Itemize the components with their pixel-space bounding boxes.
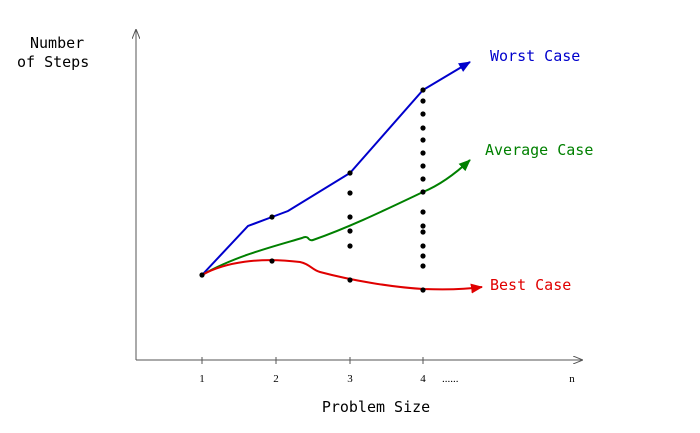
data-point <box>420 229 426 235</box>
x-ellipsis: ...... <box>442 373 459 385</box>
data-point <box>420 111 426 117</box>
data-point <box>420 150 426 156</box>
data-point <box>347 228 353 234</box>
data-point <box>347 243 353 249</box>
data-point <box>420 163 426 169</box>
data-point <box>420 137 426 143</box>
series-line-best-case <box>201 259 483 294</box>
series-label-best-case: Best Case <box>490 276 571 294</box>
x-axis-label: Problem Size <box>322 398 430 416</box>
data-point <box>347 214 353 220</box>
x-tick-label: 3 <box>347 373 353 385</box>
data-point <box>269 258 275 264</box>
data-point <box>420 87 426 93</box>
data-point <box>347 277 353 283</box>
series-label-worst-case: Worst Case <box>490 47 580 65</box>
y-axis-label-line-2: of Steps <box>17 53 89 71</box>
data-point <box>420 176 426 182</box>
y-axis-label-line-1: Number <box>30 34 84 52</box>
series-line-worst-case <box>201 61 471 276</box>
data-point <box>199 272 205 278</box>
x-tick-label: 2 <box>273 373 279 385</box>
data-point <box>420 189 426 195</box>
series-label-average-case: Average Case <box>485 141 593 159</box>
data-point <box>420 253 426 259</box>
x-end-label: n <box>569 373 575 385</box>
data-point <box>420 125 426 131</box>
data-point <box>420 209 426 215</box>
data-point <box>420 263 426 269</box>
data-point <box>269 214 275 220</box>
data-point <box>347 190 353 196</box>
data-point <box>347 170 353 176</box>
data-point <box>420 287 426 293</box>
data-point <box>420 98 426 104</box>
x-tick-label: 4 <box>420 373 426 385</box>
data-point <box>420 243 426 249</box>
data-point <box>420 223 426 229</box>
x-tick-label: 1 <box>199 373 205 385</box>
series-line-average-case <box>201 159 471 276</box>
